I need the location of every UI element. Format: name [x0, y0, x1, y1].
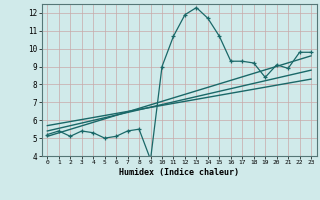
X-axis label: Humidex (Indice chaleur): Humidex (Indice chaleur): [119, 168, 239, 177]
